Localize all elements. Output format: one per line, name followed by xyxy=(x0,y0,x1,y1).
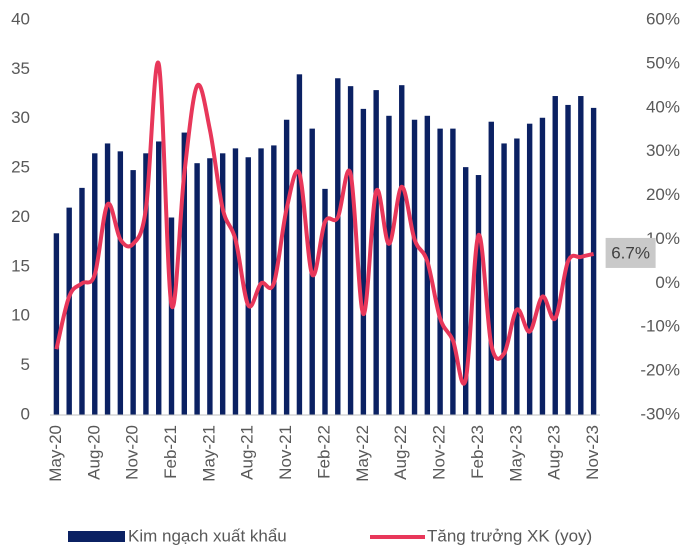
bar xyxy=(283,119,290,416)
x-tick-label: Aug-21 xyxy=(238,425,257,480)
x-tick-label: Feb-22 xyxy=(314,425,333,479)
x-tick-label: Nov-21 xyxy=(276,425,295,480)
y2-tick-label: -10% xyxy=(640,317,680,336)
bar xyxy=(322,188,328,415)
bar xyxy=(386,115,392,415)
bar xyxy=(194,163,200,415)
x-tick-label: May-21 xyxy=(199,425,218,482)
y-tick-label: 30 xyxy=(11,108,30,127)
x-tick-label: May-22 xyxy=(353,425,372,482)
x-tick-label: Aug-23 xyxy=(545,425,564,480)
bar xyxy=(462,167,469,415)
x-tick-label: Nov-20 xyxy=(123,425,142,480)
line xyxy=(54,60,595,386)
y-tick-label: 25 xyxy=(11,158,30,177)
y-tick-label: 5 xyxy=(21,355,30,374)
bar xyxy=(437,128,443,415)
x-tick-label: May-23 xyxy=(506,425,525,482)
data-label: 6.7% xyxy=(611,243,650,262)
bar xyxy=(552,96,558,415)
bar xyxy=(79,187,85,415)
bar xyxy=(373,90,379,416)
y2-tick-label: -20% xyxy=(640,361,680,380)
bar xyxy=(219,153,226,415)
bar xyxy=(514,138,520,415)
y2-tick-label: 20% xyxy=(646,185,680,204)
bar xyxy=(156,141,162,415)
x-tick-label: Nov-22 xyxy=(430,425,449,480)
bar xyxy=(475,175,482,415)
y2-tick-label: 30% xyxy=(646,141,680,160)
bar xyxy=(335,78,341,415)
bar xyxy=(360,108,367,415)
bar xyxy=(92,153,98,415)
bar xyxy=(501,143,507,415)
bar xyxy=(526,123,533,415)
bar xyxy=(450,128,456,415)
y-tick-label: 0 xyxy=(21,404,30,423)
y2-tick-label: 40% xyxy=(646,97,680,116)
y2-tick-label: 50% xyxy=(646,53,680,72)
y-tick-label: 40 xyxy=(11,9,30,28)
x-tick-label: Aug-20 xyxy=(84,425,103,480)
bar xyxy=(411,119,418,416)
bar xyxy=(539,117,546,415)
label-box xyxy=(605,237,656,268)
bar xyxy=(130,170,136,415)
bar xyxy=(296,74,303,415)
y2-tick-label: 60% xyxy=(646,9,680,28)
x-tick-label: Aug-22 xyxy=(391,425,410,480)
y2-tick-label: 0% xyxy=(655,273,680,292)
bar xyxy=(104,143,111,415)
legend-label: Tăng trưởng XK (yoy) xyxy=(427,526,592,545)
bar xyxy=(66,207,72,415)
y2-tick-label: -30% xyxy=(640,404,680,423)
y-tick-label: 35 xyxy=(11,59,30,78)
bar xyxy=(347,86,354,415)
x-tick-label: Nov-23 xyxy=(583,425,602,480)
bar xyxy=(399,85,405,416)
bar xyxy=(207,158,213,415)
legend-label: Kim ngạch xuất khẩu xyxy=(128,526,287,545)
bar xyxy=(181,132,188,415)
x-tick-label: May-20 xyxy=(46,425,65,482)
x-tick-label: Feb-21 xyxy=(161,425,180,479)
bar xyxy=(245,157,251,415)
bar xyxy=(117,151,124,415)
legend-swatch xyxy=(68,531,125,542)
y-tick-label: 15 xyxy=(11,256,30,275)
bar xyxy=(590,107,597,415)
bar xyxy=(488,121,494,416)
y-tick-label: 20 xyxy=(11,207,30,226)
bar xyxy=(143,153,149,415)
bar xyxy=(232,148,239,415)
y-tick-label: 10 xyxy=(11,306,30,325)
bar xyxy=(168,217,175,415)
x-tick-label: Feb-23 xyxy=(468,425,487,479)
bar xyxy=(53,233,60,415)
